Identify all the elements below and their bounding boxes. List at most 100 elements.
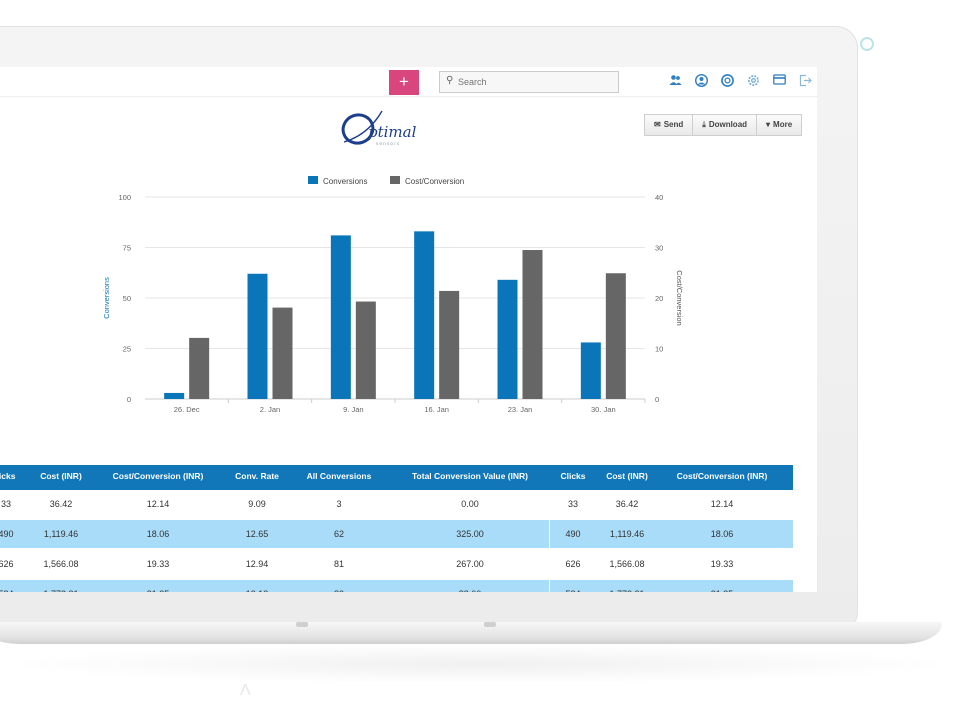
caret-down-icon: ▾ bbox=[766, 120, 771, 129]
y-tick-label: 0 bbox=[127, 395, 131, 404]
optimal-logo: ptimal sensors bbox=[341, 110, 417, 147]
table-cell: 19.33 bbox=[710, 559, 734, 569]
table-cell: 490 bbox=[565, 529, 581, 539]
table-cell: 88.00 bbox=[410, 580, 530, 592]
bar-cost-per-conversion bbox=[355, 301, 376, 399]
table-cell: 36.42 bbox=[615, 499, 639, 509]
column-header[interactable]: Cost (INR) bbox=[606, 471, 648, 481]
table-cell: 33 bbox=[0, 499, 11, 509]
table-cell: 584 bbox=[513, 580, 633, 592]
table-row[interactable]: 5841,772.2121.3513.138388.005841,772.212… bbox=[0, 580, 793, 592]
table-cell: 9.09 bbox=[248, 499, 266, 509]
top-bar: + ⚲ bbox=[0, 67, 817, 97]
y2-tick-label: 40 bbox=[655, 193, 663, 202]
app-screen: + ⚲ ptimal sensors ✉Send ⤓Dow bbox=[0, 67, 817, 592]
table-cell: 12.65 bbox=[245, 529, 269, 539]
hinge bbox=[296, 622, 308, 627]
watermark-icon: Λ bbox=[240, 682, 251, 699]
table-cell: 13.13 bbox=[197, 580, 317, 592]
y2-tick-label: 20 bbox=[655, 294, 663, 303]
x-tick-label: 9. Jan bbox=[343, 405, 363, 414]
table-cell: 1,566.08 bbox=[609, 559, 645, 569]
table-cell: 83 bbox=[279, 580, 399, 592]
table-cell: 267.00 bbox=[456, 559, 484, 569]
send-label: Send bbox=[663, 120, 684, 129]
table-cell: 3 bbox=[336, 499, 342, 509]
legend-label: Conversions bbox=[323, 177, 367, 186]
bar-cost-per-conversion bbox=[522, 250, 543, 399]
y-tick-label: 75 bbox=[123, 244, 131, 253]
legend-swatch-cost-per-conversion bbox=[390, 176, 400, 184]
column-header[interactable]: licks bbox=[0, 471, 16, 481]
table-cell: 626 bbox=[0, 559, 14, 569]
table-cell: 18.06 bbox=[710, 529, 734, 539]
settings-icon[interactable] bbox=[746, 74, 760, 88]
bar-conversions bbox=[164, 392, 185, 399]
column-header[interactable]: Conv. Rate bbox=[235, 471, 279, 481]
column-header[interactable]: Clicks bbox=[560, 471, 586, 481]
table-row[interactable]: 626 1,566.08 19.33 12.94 81 267.00 626 1,566.08… bbox=[0, 550, 793, 578]
table-cell: 36.42 bbox=[49, 499, 73, 509]
table-cell: 12.14 bbox=[146, 499, 170, 509]
table-cell: 584 bbox=[0, 580, 66, 592]
table-cell: 62 bbox=[333, 529, 344, 539]
x-tick-label: 16. Jan bbox=[424, 405, 449, 414]
y-tick-label: 100 bbox=[118, 193, 131, 202]
logout-icon[interactable] bbox=[798, 74, 812, 88]
billing-icon[interactable] bbox=[772, 74, 786, 88]
x-tick-label: 30. Jan bbox=[591, 405, 616, 414]
bar-cost-per-conversion bbox=[272, 307, 293, 399]
column-header[interactable]: Cost (INR) bbox=[40, 471, 82, 481]
download-label: Download bbox=[708, 120, 748, 129]
table-cell: 0.00 bbox=[461, 499, 479, 509]
table-row[interactable]: 490 1,119.46 18.06 12.65 62 325.00 490 1,119.46… bbox=[0, 520, 793, 548]
account-icon[interactable] bbox=[694, 73, 708, 88]
x-tick-label: 23. Jan bbox=[508, 405, 533, 414]
table-cell: 12.14 bbox=[710, 499, 734, 509]
search-icon: ⚲ bbox=[446, 75, 454, 86]
logo-subtext: sensors bbox=[376, 141, 400, 147]
export-actions: ✉ Send ⤓ Download ▾ More bbox=[644, 114, 803, 136]
users-icon[interactable] bbox=[668, 74, 682, 88]
logo-text: ptimal bbox=[368, 123, 417, 141]
download-button[interactable]: ⤓ Download bbox=[693, 115, 758, 135]
conversions-chart: 0 25 50 75 100 0 10 20 30 40 26. Dec 2. Jan 9. Jan 16… bbox=[102, 176, 684, 414]
table-cell: 33 bbox=[567, 499, 578, 509]
table-divider bbox=[549, 490, 550, 592]
column-header[interactable]: Cost/Conversion (INR) bbox=[676, 471, 768, 481]
table-cell: 21.35 bbox=[662, 580, 782, 592]
add-button[interactable]: + bbox=[389, 70, 419, 95]
download-icon: ⤓ bbox=[702, 120, 706, 129]
camera-icon bbox=[860, 37, 874, 51]
table-cell: 19.33 bbox=[146, 559, 170, 569]
y2-axis-title: Cost/Conversion bbox=[675, 270, 684, 325]
more-label: More bbox=[773, 120, 793, 129]
table-cell: 12.94 bbox=[245, 559, 269, 569]
bar-cost-per-conversion bbox=[189, 337, 210, 399]
more-button[interactable]: ▾ More bbox=[757, 115, 801, 135]
search-box[interactable]: ⚲ bbox=[439, 71, 619, 93]
stats-table: licks Cost (INR) Cost/Conversion (INR) Conv… bbox=[0, 465, 817, 592]
y2-tick-label: 0 bbox=[655, 395, 659, 404]
table-row[interactable]: 33 36.42 12.14 9.09 3 0.00 33 36.42 12.14 bbox=[0, 490, 793, 518]
y2-tick-label: 30 bbox=[655, 244, 663, 253]
table-cell: 1,566.08 bbox=[43, 559, 79, 569]
y2-tick-label: 10 bbox=[655, 345, 663, 354]
table-cell: 1,119.46 bbox=[609, 529, 645, 539]
bar-conversions bbox=[247, 273, 268, 399]
y-tick-label: 25 bbox=[123, 345, 131, 354]
help-icon[interactable] bbox=[720, 74, 734, 88]
table-header: licks Cost (INR) Cost/Conversion (INR) Conv… bbox=[0, 465, 793, 490]
search-input[interactable] bbox=[458, 74, 613, 90]
y-axis-title: Conversions bbox=[102, 277, 111, 319]
table-cell: 1,119.46 bbox=[43, 529, 79, 539]
column-header[interactable]: Total Conversion Value (INR) bbox=[411, 471, 529, 481]
column-header[interactable]: Cost/Conversion (INR) bbox=[112, 471, 204, 481]
column-header[interactable]: All Conversions bbox=[306, 471, 372, 481]
send-button[interactable]: ✉ Send bbox=[645, 115, 694, 135]
bar-conversions bbox=[330, 235, 351, 399]
table-cell: 21.35 bbox=[98, 580, 218, 592]
bar-conversions bbox=[414, 231, 435, 399]
hinge bbox=[484, 622, 496, 627]
legend-swatch-conversions bbox=[308, 176, 318, 184]
